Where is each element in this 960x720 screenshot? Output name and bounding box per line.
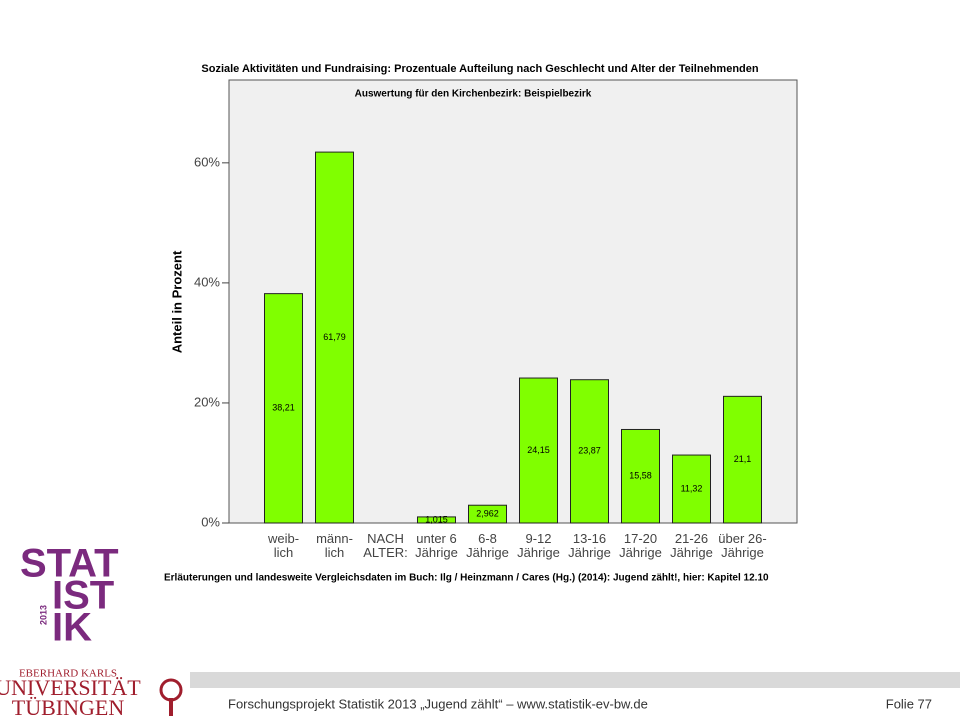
university-emblem (159, 678, 183, 702)
value-label: 61,79 (323, 332, 346, 342)
bar (264, 293, 303, 524)
x-tick-label: 9-12 Jährige (517, 531, 560, 560)
value-label: 2,962 (476, 508, 499, 518)
bar (570, 379, 609, 524)
logo-year: 2013 (38, 605, 48, 625)
y-tick-label: 20% (194, 394, 220, 409)
y-tick-label: 40% (194, 274, 220, 289)
university: EBERHARD KARLS UNIVERSITÄT TÜBINGEN (0, 668, 183, 720)
y-axis-label: Anteil in Prozent (169, 250, 184, 353)
x-tick-label: 17-20 Jährige (619, 531, 662, 560)
x-tick-label: NACH ALTER: (363, 531, 408, 560)
value-label: 1,015 (425, 514, 448, 524)
value-label: 23,87 (578, 446, 601, 456)
x-tick-label: männ-lich (316, 531, 353, 560)
plot-area (228, 79, 798, 524)
value-label: 38,21 (272, 403, 295, 413)
bar (672, 454, 711, 524)
x-tick-label: über 26-Jährige (718, 531, 766, 560)
x-tick-label: 6-8 Jährige (466, 531, 509, 560)
bar (468, 504, 507, 524)
bar (417, 516, 456, 524)
bar (315, 151, 354, 524)
bar (621, 428, 660, 524)
footer-text: Forschungsprojekt Statistik 2013 „Jugend… (228, 696, 648, 711)
x-tick-label: unter 6 Jährige (415, 531, 458, 560)
x-tick-label: 21-26 Jährige (670, 531, 713, 560)
y-tick-label: 60% (194, 154, 220, 169)
value-label: 15,58 (629, 471, 652, 481)
logo-text: IK (52, 606, 92, 650)
bar (519, 377, 558, 524)
caption: Erläuterungen und landesweite Vergleichs… (164, 573, 769, 584)
university-text: UNIVERSITÄT (0, 675, 141, 700)
x-tick-label: 13-16 Jährige (568, 531, 611, 560)
chart-title: Soziale Aktivitäten und Fundraising: Pro… (201, 63, 758, 75)
value-label: 24,15 (527, 445, 550, 455)
bar (723, 395, 762, 524)
slide-number: Folie 77 (886, 696, 932, 711)
chart-subtitle: Auswertung für den Kirchenbezirk: Beispi… (355, 89, 592, 100)
university-emblem (169, 698, 173, 716)
university-text: TÜBINGEN (12, 695, 125, 720)
logo-text: STAT (20, 542, 119, 586)
value-label: 11,32 (681, 483, 703, 493)
x-tick-label: weib-lich (267, 531, 299, 560)
y-tick-label: 0% (201, 514, 220, 529)
logo-text: IST (52, 574, 114, 618)
university-text: EBERHARD KARLS (19, 668, 117, 680)
logo: STAT IST IK 2013 (20, 542, 119, 650)
value-label: 21,1 (734, 454, 752, 464)
footer-band (190, 672, 960, 688)
